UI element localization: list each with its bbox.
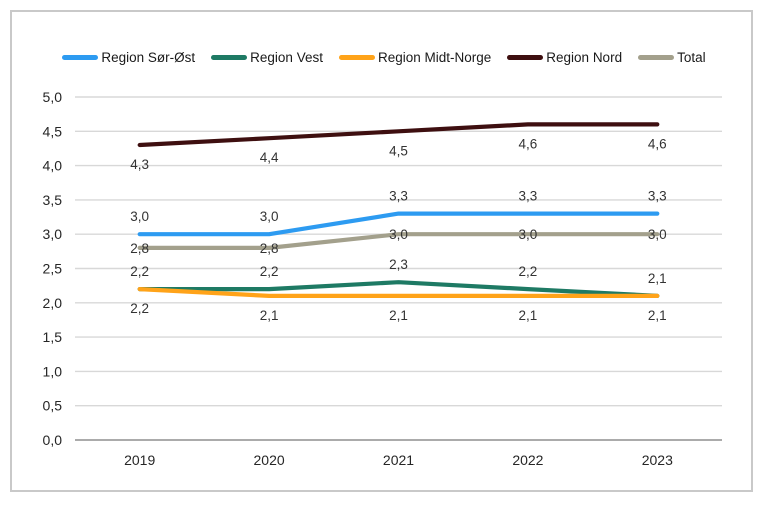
data-label-total: 3,0 — [648, 227, 667, 242]
data-label-region-sor-ost: 3,3 — [519, 189, 538, 204]
legend-label: Region Sør-Øst — [101, 50, 196, 65]
legend-item-region-vest: Region Vest — [211, 50, 323, 65]
data-label-region-sor-ost: 3,0 — [130, 209, 149, 224]
y-tick-label: 3,5 — [43, 192, 63, 208]
data-label-total: 2,8 — [260, 241, 279, 256]
x-tick-label: 2023 — [642, 452, 673, 468]
legend-line-swatch — [338, 55, 375, 60]
y-tick-label: 4,5 — [43, 123, 63, 139]
series-line-total — [137, 232, 660, 250]
legend-item-region-nord: Region Nord — [507, 50, 622, 65]
data-label-region-nord: 4,6 — [519, 136, 538, 151]
data-label-region-vest: 2,3 — [389, 257, 408, 272]
series-line-region-sor-ost — [137, 211, 660, 237]
data-label-region-vest: 2,2 — [130, 264, 149, 279]
data-label-region-sor-ost: 3,3 — [389, 189, 408, 204]
legend-item-region-midt-norge: Region Midt-Norge — [338, 50, 492, 65]
data-label-region-nord: 4,3 — [130, 157, 149, 172]
data-label-region-midt-norge: 2,1 — [389, 308, 408, 323]
data-label-region-nord: 4,4 — [260, 150, 279, 165]
y-tick-label: 0,5 — [43, 398, 63, 414]
legend-item-region-sor-ost: Region Sør-Øst — [62, 50, 195, 65]
y-tick-label: 5,0 — [43, 89, 63, 105]
y-tick-label: 2,0 — [43, 295, 63, 311]
y-tick-label: 4,0 — [43, 158, 63, 174]
data-label-region-sor-ost: 3,0 — [260, 209, 279, 224]
legend-label: Region Nord — [546, 50, 623, 65]
data-label-region-midt-norge: 2,1 — [519, 308, 538, 323]
data-label-region-nord: 4,5 — [389, 143, 408, 158]
y-tick-label: 2,5 — [43, 261, 63, 277]
data-label-region-sor-ost: 3,3 — [648, 189, 667, 204]
y-tick-label: 0,0 — [43, 432, 63, 448]
data-label-region-nord: 4,6 — [648, 136, 667, 151]
series-line-region-vest — [137, 280, 660, 298]
y-tick-label: 1,5 — [43, 329, 63, 345]
legend-line-swatch — [507, 55, 544, 60]
data-label-region-vest: 2,2 — [519, 264, 538, 279]
data-label-region-vest: 2,2 — [260, 264, 279, 279]
legend-line-swatch — [62, 55, 99, 60]
x-tick-label: 2022 — [512, 452, 543, 468]
data-label-region-midt-norge: 2,1 — [648, 308, 667, 323]
chart-border-frame — [10, 10, 753, 492]
legend-line-swatch — [638, 55, 675, 60]
y-tick-label: 1,0 — [43, 363, 63, 379]
x-tick-label: 2021 — [383, 452, 414, 468]
x-tick-label: 2019 — [124, 452, 155, 468]
data-label-total: 3,0 — [389, 227, 408, 242]
legend-line-swatch — [211, 55, 248, 60]
chart-legend: Region Sør-Øst Region Vest Region Midt-N… — [0, 50, 768, 65]
legend-item-total: Total — [638, 50, 706, 65]
legend-label: Region Vest — [250, 50, 323, 65]
legend-label: Region Midt-Norge — [377, 50, 492, 65]
series-line-region-nord — [137, 122, 660, 148]
y-tick-label: 3,0 — [43, 226, 63, 242]
data-label-total: 3,0 — [519, 227, 538, 242]
x-tick-label: 2020 — [254, 452, 285, 468]
data-label-region-midt-norge: 2,2 — [130, 301, 149, 316]
data-label-region-vest: 2,1 — [648, 271, 667, 286]
series-line-region-midt-norge — [137, 287, 660, 298]
data-label-total: 2,8 — [130, 241, 149, 256]
legend-label: Total — [677, 50, 706, 65]
data-label-region-midt-norge: 2,1 — [260, 308, 279, 323]
